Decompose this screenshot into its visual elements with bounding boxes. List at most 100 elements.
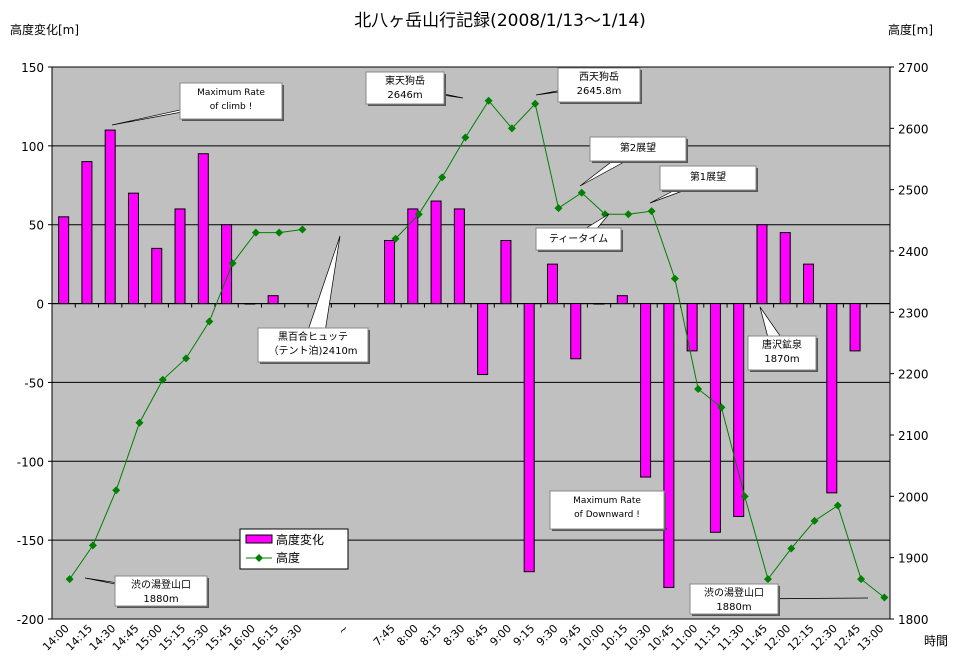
callout-box xyxy=(557,67,641,103)
altitude-point xyxy=(205,317,214,326)
bar xyxy=(709,303,721,533)
callout-box xyxy=(589,136,687,162)
callout-text: 唐沢鉱泉 xyxy=(762,338,802,351)
x-tick-label: 16:30 xyxy=(273,622,305,654)
right-tick-label: 2600 xyxy=(898,122,929,136)
altitude-point xyxy=(810,516,819,525)
callout-box xyxy=(747,335,817,371)
chart-title: 北八ヶ岳山行記録(2008/1/13〜1/14) xyxy=(354,11,646,31)
altitude-point xyxy=(414,210,423,219)
bar xyxy=(127,192,139,305)
callout-text: of Downward ! xyxy=(574,510,640,520)
legend-label-line: 高度 xyxy=(276,550,300,565)
callout-text: （テント泊)2410m xyxy=(268,345,357,357)
bar xyxy=(430,200,442,305)
altitude-point xyxy=(135,418,144,427)
altitude-point xyxy=(857,575,866,584)
left-tick-label: -100 xyxy=(17,455,44,469)
callout-text: Maximum Rate xyxy=(573,496,641,506)
left-tick-label: -200 xyxy=(17,613,44,627)
bar xyxy=(686,303,698,352)
x-axis-label: 時間 xyxy=(924,634,948,648)
left-tick-label: 100 xyxy=(21,140,44,154)
altitude-point xyxy=(251,228,260,237)
altitude-point xyxy=(787,544,796,553)
right-tick-label: 2700 xyxy=(898,61,929,75)
legend-label-bar: 高度変化 xyxy=(276,532,324,547)
bar xyxy=(756,224,768,305)
bar xyxy=(640,303,652,478)
x-tick-label: 8:15 xyxy=(418,622,445,649)
altitude-point xyxy=(670,274,679,283)
bar xyxy=(779,232,791,305)
x-tick-label: 13:00 xyxy=(855,622,887,654)
altitude-point xyxy=(880,593,889,602)
bar xyxy=(849,303,861,352)
bar xyxy=(104,129,116,305)
right-tick-label: 2500 xyxy=(898,184,929,198)
x-tick-label: ~ xyxy=(335,622,351,638)
altitude-point xyxy=(275,228,284,237)
left-tick-label: 0 xyxy=(36,298,44,312)
altitude-point xyxy=(740,492,749,501)
x-tick-label: 9:30 xyxy=(534,622,561,649)
callout-text: 第2展望 xyxy=(620,141,656,154)
callout-text: 黒百合ヒュッテ xyxy=(278,330,348,343)
altitude-point xyxy=(647,207,656,216)
bar xyxy=(384,239,396,305)
callout-text: 1880m xyxy=(143,594,178,605)
bar xyxy=(546,263,558,305)
altitude-point xyxy=(298,225,307,234)
bar xyxy=(197,153,209,305)
callout-text: 1880m xyxy=(716,602,751,613)
bar xyxy=(407,208,419,305)
altitude-point xyxy=(694,385,703,393)
callout-box xyxy=(549,490,665,530)
x-tick-label: 7:45 xyxy=(371,622,398,649)
altitude-point xyxy=(554,204,563,213)
altitude-point xyxy=(624,210,633,219)
altitude-point xyxy=(438,173,447,182)
right-tick-label: 2400 xyxy=(898,245,929,259)
callout-text: 渋の湯登山口 xyxy=(131,578,191,591)
callout-box xyxy=(365,71,445,105)
altitude-point xyxy=(158,375,167,384)
bar xyxy=(151,247,163,305)
bar xyxy=(81,161,93,305)
x-tick-label: 8:45 xyxy=(464,622,491,649)
callout-text: of climb ! xyxy=(210,102,252,112)
altitude-point xyxy=(531,99,540,108)
callout-box xyxy=(257,327,369,363)
left-tick-label: -150 xyxy=(17,534,44,548)
right-tick-label: 1800 xyxy=(898,613,929,627)
bar xyxy=(616,295,628,305)
callout-box xyxy=(179,82,283,120)
bar xyxy=(733,303,745,517)
callout-text: 2646m xyxy=(387,90,422,101)
altitude-point xyxy=(507,124,516,133)
altitude-point xyxy=(228,259,237,268)
altitude-point xyxy=(717,403,726,412)
altitude-point xyxy=(833,501,842,510)
x-tick-label: 9:00 xyxy=(487,622,514,649)
callout-box xyxy=(114,575,208,607)
bar xyxy=(593,303,605,305)
left-tick-label: 150 xyxy=(21,61,44,75)
right-tick-label: 2000 xyxy=(898,490,929,504)
x-tick-label: 8:00 xyxy=(394,622,421,649)
altitude-point xyxy=(391,234,400,243)
bar xyxy=(58,216,70,305)
left-tick-label: 50 xyxy=(29,219,44,233)
bar xyxy=(244,303,256,305)
altitude-point xyxy=(112,486,121,495)
x-tick-label: 8:30 xyxy=(441,622,468,649)
right-tick-label: 2100 xyxy=(898,429,929,443)
bar xyxy=(500,239,512,305)
altitude-point xyxy=(182,354,191,363)
bar xyxy=(523,303,535,573)
callout-text: 西天狗岳 xyxy=(579,70,619,83)
callout-box xyxy=(689,583,779,615)
altitude-point xyxy=(65,575,74,584)
callout-text: 第1展望 xyxy=(690,170,726,183)
